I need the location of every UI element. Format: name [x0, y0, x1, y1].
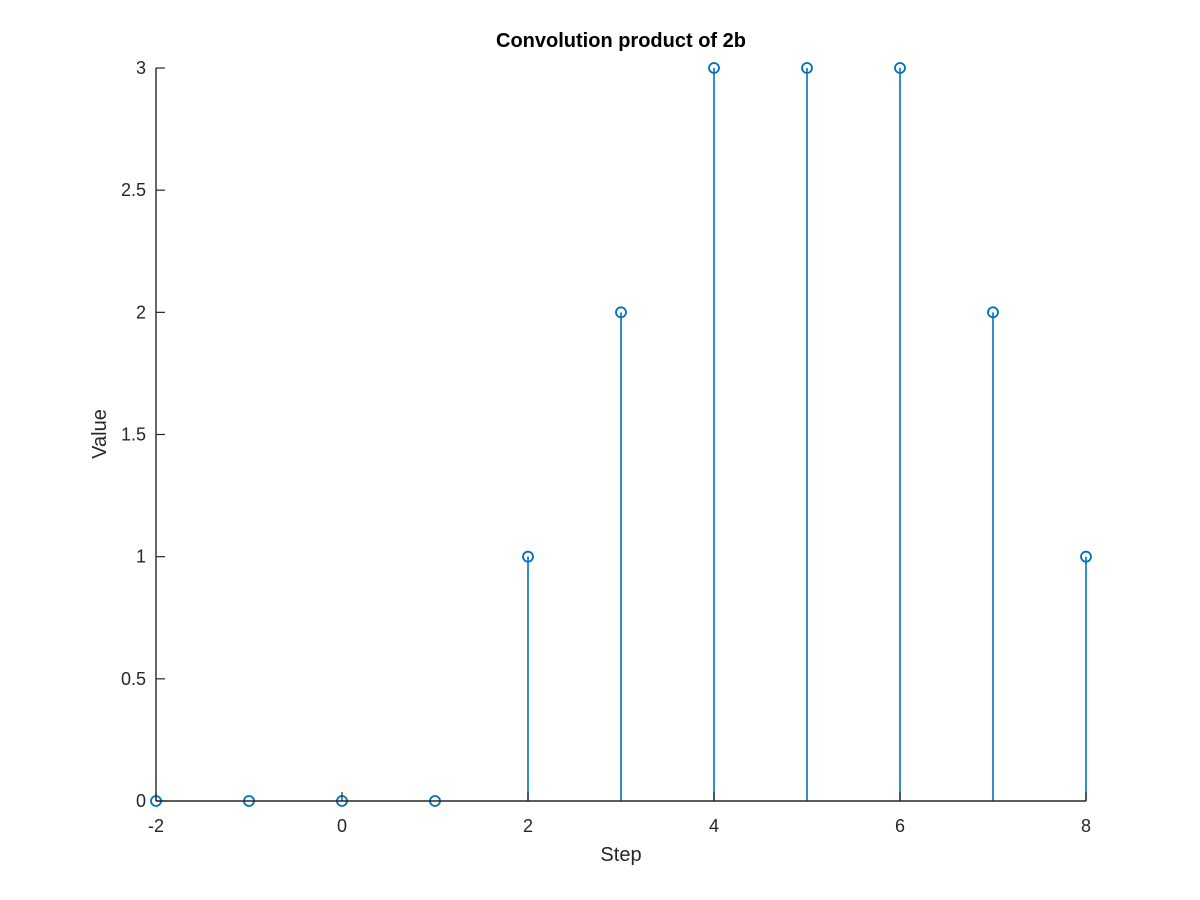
- stem-marker: [987, 306, 999, 319]
- y-tick-label: 1: [136, 547, 146, 567]
- chart-title: Convolution product of 2b: [496, 30, 746, 52]
- y-axis-title: Value: [89, 409, 111, 459]
- y-tick-label: 0: [136, 791, 146, 811]
- stem-marker: [708, 62, 720, 74]
- stem-marker: [801, 62, 813, 74]
- y-tick-label: 1.5: [121, 425, 146, 445]
- x-ticks-group: -2 0 2 4 6 8: [148, 792, 1091, 836]
- stem-marker: [615, 306, 627, 319]
- x-axis-title: Step: [600, 844, 641, 866]
- stems-group: [150, 62, 1092, 807]
- x-tick-label: 2: [523, 816, 533, 836]
- y-tick-label: 0.5: [121, 669, 146, 689]
- stem-marker: [522, 550, 534, 563]
- y-ticks-group: 0 0.5 1 1.5 2 2.5 3: [121, 58, 165, 811]
- stem-marker: [894, 62, 906, 74]
- x-tick-label: -2: [148, 816, 164, 836]
- y-tick-label: 2.5: [121, 180, 146, 200]
- y-tick-label: 3: [136, 58, 146, 78]
- x-tick-label: 6: [895, 816, 905, 836]
- x-tick-label: 8: [1081, 816, 1091, 836]
- stem-marker: [1080, 550, 1092, 563]
- y-tick-label: 2: [136, 302, 146, 322]
- x-tick-label: 4: [709, 816, 719, 836]
- x-tick-label: 0: [337, 816, 347, 836]
